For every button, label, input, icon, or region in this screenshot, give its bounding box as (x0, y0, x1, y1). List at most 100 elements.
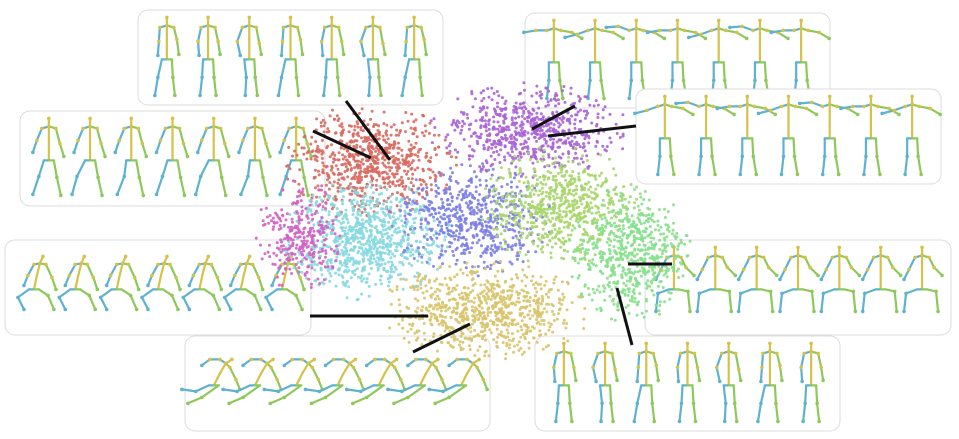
embedding-point (499, 232, 503, 236)
embedding-point (452, 231, 456, 235)
embedding-point (389, 270, 393, 274)
embedding-point (485, 106, 489, 110)
embedding-point (596, 152, 600, 156)
embedding-point (542, 307, 546, 311)
embedding-point (511, 159, 515, 163)
embedding-point (449, 209, 453, 213)
embedding-point (370, 109, 374, 113)
embedding-point (535, 290, 539, 294)
embedding-point (526, 250, 530, 254)
embedding-point (520, 134, 524, 138)
embedding-point (608, 243, 611, 247)
embedding-point (481, 162, 485, 166)
embedding-point (564, 141, 568, 145)
embedding-point (506, 316, 510, 320)
embedding-point (545, 211, 549, 215)
embedding-point (561, 298, 565, 302)
embedding-point (621, 224, 625, 228)
embedding-point (432, 312, 436, 316)
embedding-point (454, 155, 458, 159)
embedding-point (510, 339, 514, 343)
embedding-point (373, 217, 377, 221)
embedding-point (499, 148, 503, 152)
embedding-point (466, 286, 470, 290)
embedding-point (315, 117, 319, 121)
embedding-point (338, 259, 342, 263)
embedding-point (576, 261, 580, 265)
embedding-point (504, 242, 508, 246)
embedding-point (472, 170, 476, 174)
embedding-point (544, 104, 548, 108)
embedding-point (537, 297, 541, 301)
embedding-point (406, 153, 410, 157)
embedding-point (633, 240, 636, 244)
embedding-point (666, 244, 669, 247)
embedding-point (549, 138, 552, 141)
embedding-point (563, 173, 567, 177)
embedding-point (348, 225, 352, 229)
cluster-yellow (388, 259, 587, 361)
embedding-point (551, 175, 555, 178)
embedding-point (358, 172, 362, 175)
embedding-point (485, 247, 489, 251)
embedding-point (415, 135, 419, 139)
embedding-point (351, 226, 355, 229)
embedding-point (583, 137, 587, 141)
embedding-point (468, 154, 472, 158)
embedding-point (661, 249, 665, 253)
embedding-point (532, 153, 536, 157)
embedding-point (361, 222, 365, 226)
embedding-point (499, 297, 503, 301)
embedding-point (300, 209, 304, 213)
embedding-point (399, 272, 403, 276)
embedding-point (477, 238, 481, 242)
embedding-point (598, 213, 602, 217)
embedding-point (400, 154, 404, 158)
embedding-point (590, 298, 594, 302)
embedding-point (275, 275, 279, 279)
embedding-point (466, 327, 470, 331)
embedding-point (351, 263, 355, 267)
embedding-point (532, 283, 536, 286)
embedding-point (310, 248, 313, 252)
embedding-point (441, 323, 445, 327)
embedding-point (625, 208, 629, 212)
embedding-point (455, 229, 459, 233)
embedding-point (534, 207, 538, 211)
embedding-point (590, 206, 594, 210)
embedding-point (461, 242, 465, 246)
embedding-point (328, 279, 332, 283)
embedding-point (360, 252, 363, 256)
embedding-point (293, 232, 297, 236)
embedding-point (610, 288, 614, 292)
embedding-point (568, 223, 571, 227)
embedding-point (535, 139, 538, 143)
embedding-point (498, 107, 502, 111)
embedding-point (583, 116, 587, 120)
embedding-point (585, 154, 589, 158)
embedding-point (347, 253, 351, 257)
embedding-point (596, 238, 600, 242)
embedding-point (307, 277, 311, 281)
skeleton-figure (778, 245, 820, 314)
embedding-point (581, 154, 585, 158)
embedding-point (456, 125, 460, 129)
embedding-point (454, 163, 458, 167)
embedding-point (335, 207, 339, 211)
embedding-point (417, 252, 421, 256)
embedding-point (488, 188, 491, 192)
embedding-point (508, 154, 512, 157)
embedding-point (353, 245, 357, 249)
embedding-point (573, 122, 577, 126)
skeleton-figure (591, 341, 619, 424)
embedding-point (529, 122, 533, 126)
embedding-point (380, 171, 384, 175)
embedding-point (575, 113, 579, 117)
embedding-point (601, 198, 605, 202)
skeleton-figure (16, 254, 58, 312)
embedding-point (332, 203, 336, 207)
embedding-point (450, 195, 454, 199)
embedding-point (470, 322, 474, 326)
embedding-point (499, 175, 503, 179)
embedding-point (506, 335, 510, 339)
